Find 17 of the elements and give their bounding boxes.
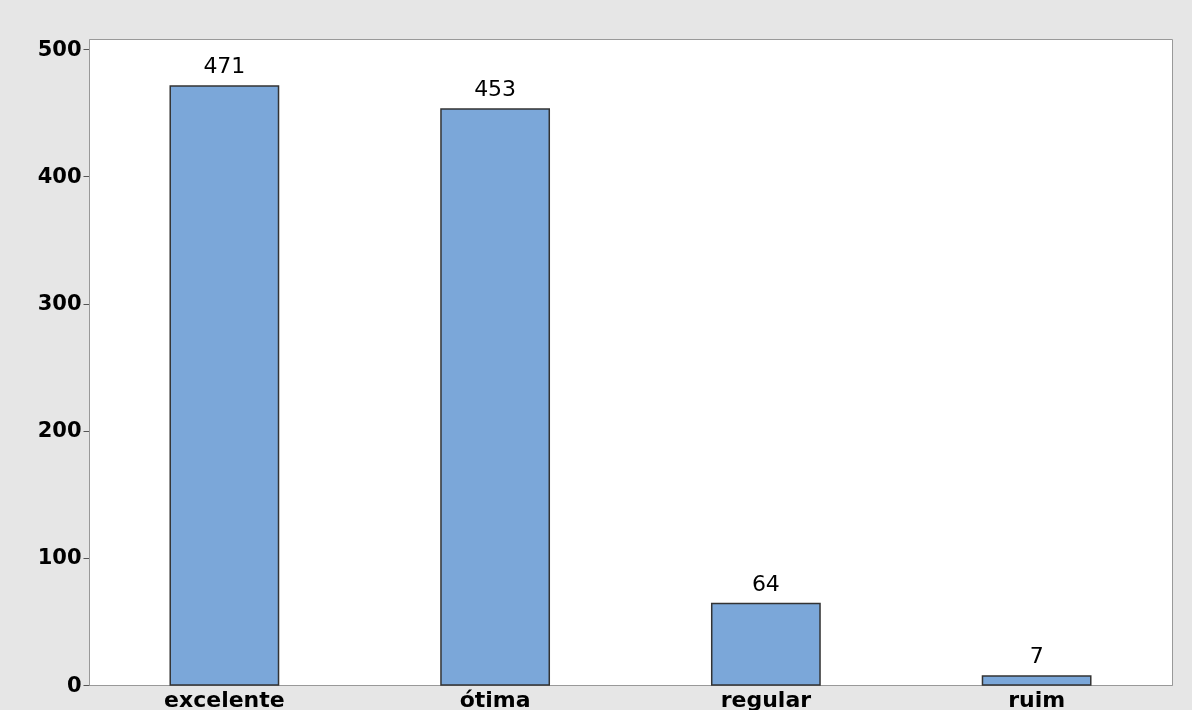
y-tick-label: 0 <box>66 672 82 697</box>
data-label: 471 <box>203 53 246 79</box>
y-tick-label: 400 <box>37 163 82 188</box>
bar <box>169 85 280 686</box>
bar <box>981 675 1092 686</box>
bar <box>440 108 551 686</box>
y-tick-label: 200 <box>37 418 82 443</box>
y-tick-label: 300 <box>37 291 82 315</box>
y-tick-label: 100 <box>37 545 82 570</box>
x-tick-label: excelente <box>164 686 285 712</box>
x-tick-label: ruim <box>1008 686 1066 712</box>
data-label: 64 <box>751 570 780 596</box>
x-tick-label: ótima <box>459 686 531 712</box>
y-tick-label: 500 <box>37 36 82 61</box>
bar <box>710 602 821 686</box>
data-label: 7 <box>1029 643 1044 669</box>
data-label: 453 <box>474 75 517 101</box>
